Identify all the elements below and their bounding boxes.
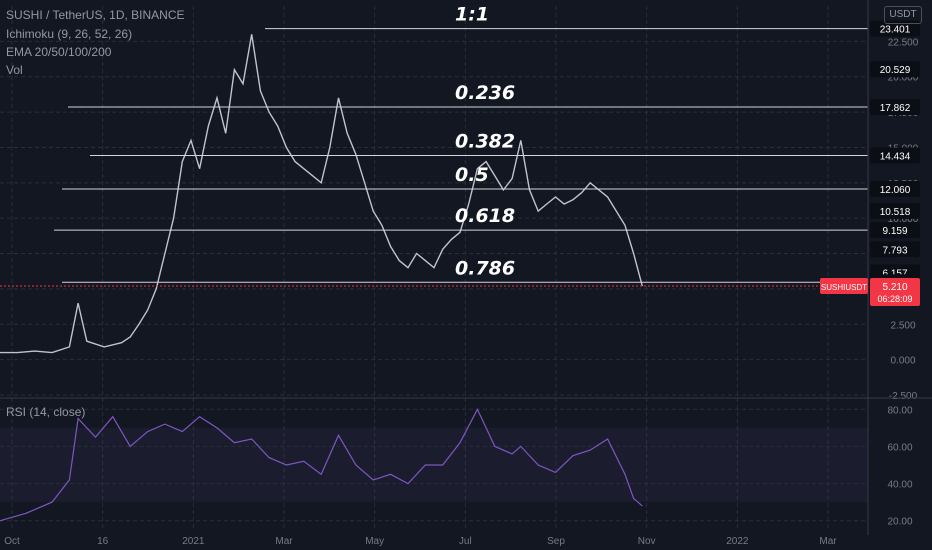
rsi-tick-label: 20.00 [887,517,912,528]
price-badge: 6.157 [882,269,907,280]
time-tick-label: May [365,536,384,547]
time-tick-label: Mar [819,536,837,547]
fib-level-label: 1:1 [455,4,489,26]
ichimoku-legend[interactable]: Ichimoku (9, 26, 52, 26) [6,27,133,41]
price-tick-label: 22.500 [888,37,919,48]
price-badge: 17.862 [880,103,911,114]
time-tick-label: Jul [459,536,472,547]
price-badge: 20.529 [880,65,911,76]
time-tick-label: Oct [4,536,20,547]
current-symbol: SUSHIUSDT [821,283,867,292]
current-price: 5.210 [882,282,907,293]
rsi-line [0,407,643,522]
price-line [0,34,643,354]
fib-level-label: 0.786 [455,257,515,279]
rsi-tick-label: 40.00 [887,480,912,491]
price-badge-bg [870,147,920,164]
price-tick-label: 0.000 [890,356,915,367]
time-tick-label: Mar [275,536,293,547]
currency-button[interactable]: USDT [884,6,922,24]
rsi-tick-label: 80.00 [887,405,912,416]
price-tick-label: 20.000 [888,73,919,84]
price-badge: 9.159 [882,226,907,237]
chart-grid [0,6,868,530]
price-badge-bg [870,202,920,219]
time-tick-label: Nov [638,536,656,547]
fib-levels: 1:1 0.236 0.382 0.5 0.618 0.786 [54,4,868,283]
price-badge: 10.518 [880,207,911,218]
countdown: 06:28:09 [877,294,912,304]
price-badge: 12.060 [880,185,911,196]
rsi-legend[interactable]: RSI (14, close) [6,405,86,419]
price-badge-bg [870,181,920,198]
volume-legend[interactable]: Vol [6,63,23,77]
current-symbol-bg [820,277,868,294]
price-badge: 23.401 [880,25,911,36]
price-series [0,34,643,354]
price-badge: 14.434 [880,151,911,162]
price-tick-label: -2.500 [889,391,918,402]
time-tick-label: 2021 [182,536,205,547]
rsi-tick-label: 60.00 [887,442,912,453]
fib-level-label: 0.5 [455,164,489,186]
time-tick-label: Sep [547,536,565,547]
price-badge-bg [870,222,920,239]
price-badge-bg [870,241,920,258]
ema-legend[interactable]: EMA 20/50/100/200 [6,45,112,59]
rsi-panel: 80.00 60.00 40.00 20.00 [0,405,913,528]
fib-level-label: 0.382 [455,130,515,152]
price-tick-label: 10.000 [888,214,919,225]
price-badge-bg [870,61,920,78]
price-badge-bg [870,20,920,37]
price-badges: 23.401 20.529 17.862 14.434 12.060 10.518 9.15… [0,20,920,306]
price-badge: 7.793 [882,245,907,256]
fib-level-label: 0.236 [455,82,515,104]
symbol-title[interactable]: SUSHI / TetherUS, 1D, BINANCE [6,8,185,22]
fib-level-label: 0.618 [455,205,515,227]
time-tick-label: 16 [97,536,109,547]
price-badge-bg [870,98,920,115]
time-tick-label: 2022 [726,536,749,547]
price-tick-label: 2.500 [890,320,915,331]
current-price-bg [870,277,920,306]
